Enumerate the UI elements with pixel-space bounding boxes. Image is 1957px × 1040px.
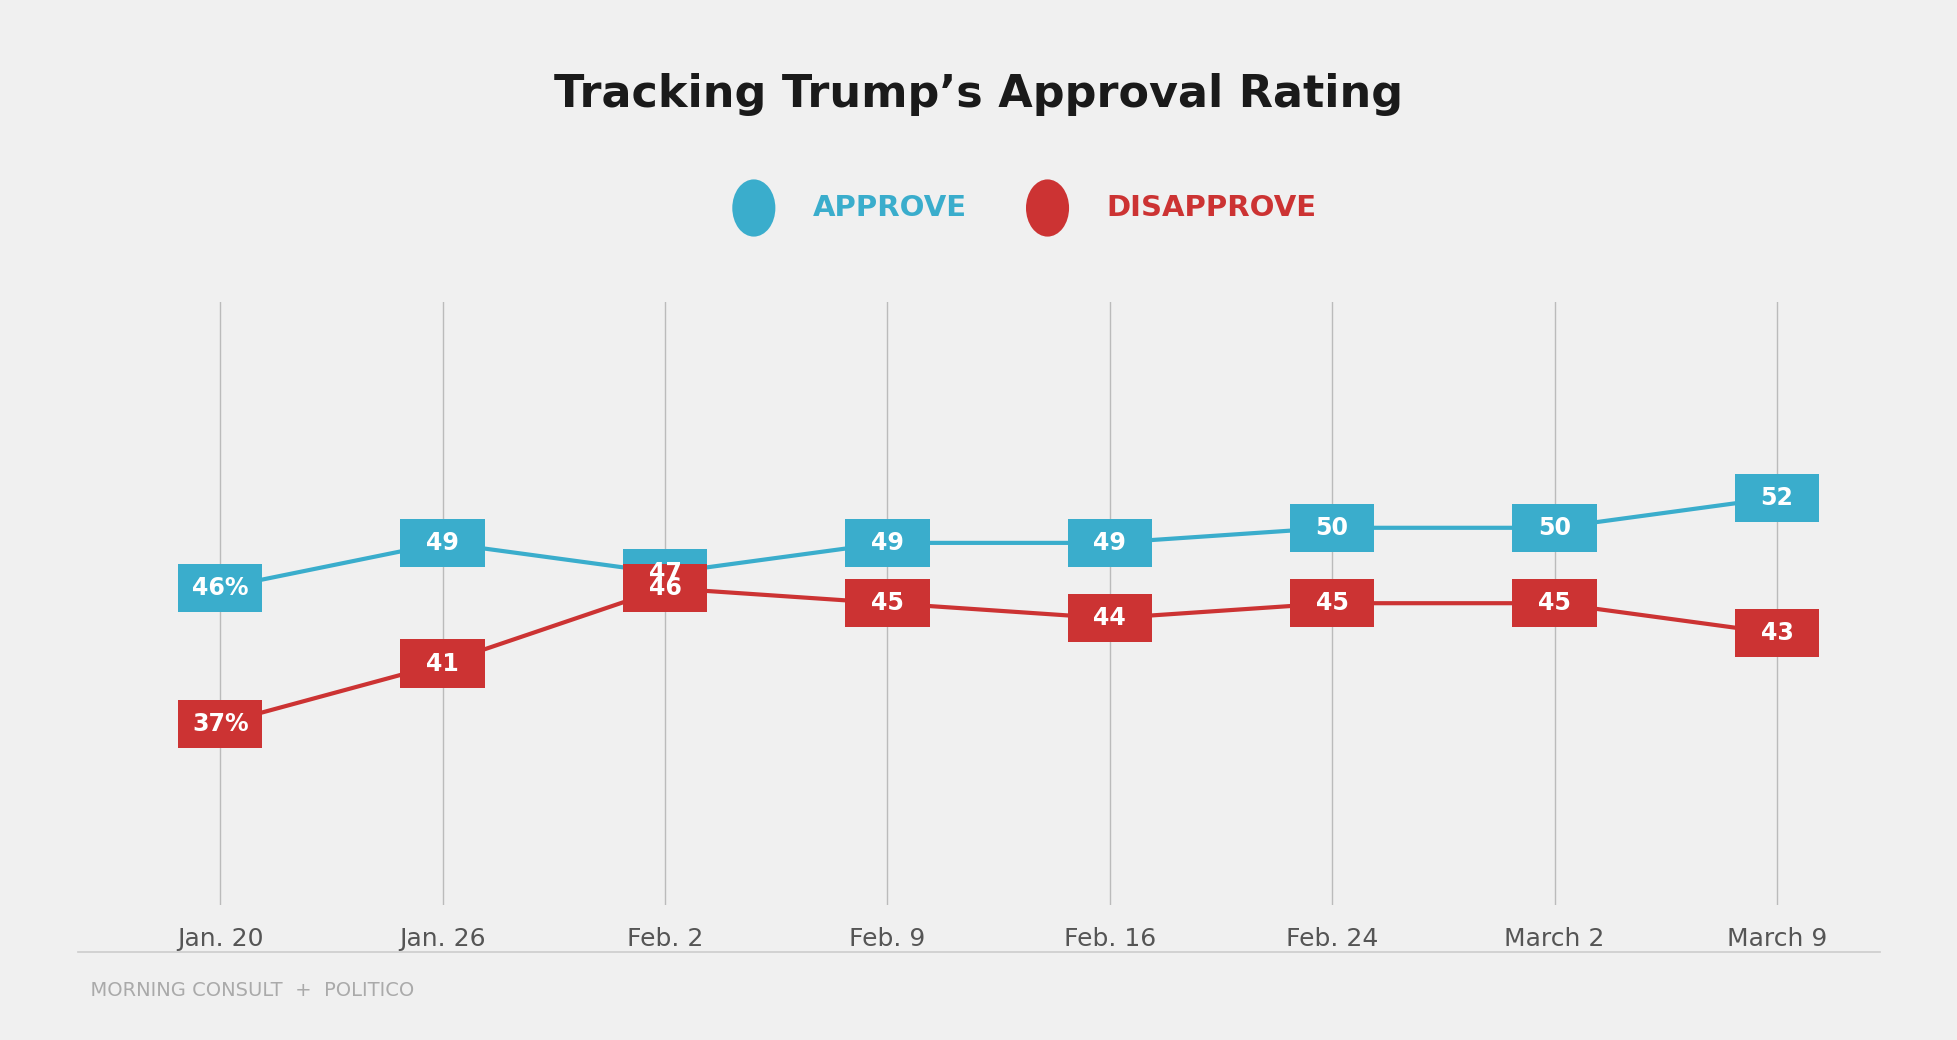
FancyBboxPatch shape [1511, 503, 1597, 552]
Text: 45: 45 [871, 591, 904, 616]
FancyBboxPatch shape [178, 700, 262, 748]
Text: 49: 49 [1092, 530, 1125, 555]
Text: 49: 49 [427, 530, 458, 555]
FancyBboxPatch shape [622, 564, 706, 613]
FancyBboxPatch shape [845, 519, 930, 567]
FancyBboxPatch shape [1511, 579, 1597, 627]
FancyBboxPatch shape [1067, 594, 1151, 643]
Ellipse shape [732, 179, 775, 236]
Text: 45: 45 [1315, 591, 1348, 616]
Text: 43: 43 [1759, 621, 1793, 646]
FancyBboxPatch shape [1734, 473, 1818, 522]
Text: 46: 46 [648, 576, 681, 600]
FancyBboxPatch shape [399, 519, 485, 567]
Text: MORNING CONSULT  +  POLITICO: MORNING CONSULT + POLITICO [78, 981, 415, 999]
Text: 44: 44 [1092, 606, 1125, 630]
FancyBboxPatch shape [845, 579, 930, 627]
Text: 50: 50 [1315, 516, 1348, 540]
Text: Tracking Trump’s Approval Rating: Tracking Trump’s Approval Rating [554, 73, 1403, 115]
Text: 37%: 37% [192, 711, 249, 736]
Ellipse shape [1025, 179, 1069, 236]
Text: 45: 45 [1538, 591, 1570, 616]
Text: 52: 52 [1759, 486, 1793, 510]
FancyBboxPatch shape [1290, 503, 1374, 552]
Text: 41: 41 [427, 651, 458, 676]
FancyBboxPatch shape [622, 549, 706, 597]
FancyBboxPatch shape [1290, 579, 1374, 627]
Text: 50: 50 [1538, 516, 1570, 540]
Text: APPROVE: APPROVE [812, 194, 967, 222]
Text: 46%: 46% [192, 576, 249, 600]
Text: DISAPPROVE: DISAPPROVE [1106, 194, 1315, 222]
FancyBboxPatch shape [1734, 609, 1818, 657]
FancyBboxPatch shape [399, 640, 485, 687]
Text: 49: 49 [871, 530, 904, 555]
FancyBboxPatch shape [1067, 519, 1151, 567]
Text: 47: 47 [648, 561, 681, 586]
FancyBboxPatch shape [178, 564, 262, 613]
